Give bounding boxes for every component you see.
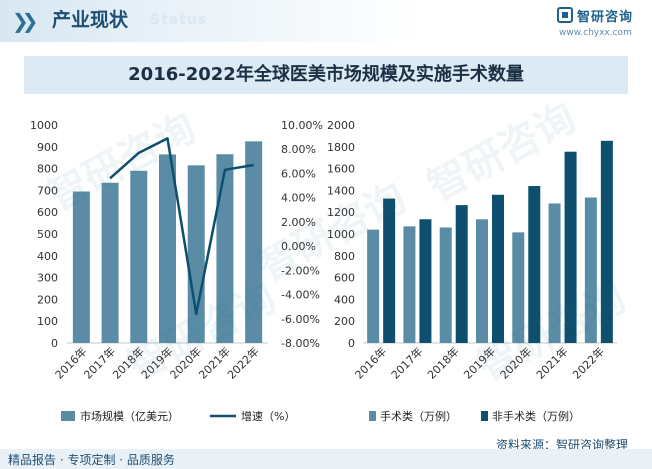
chart1-left-tick-label: 700 [37,184,58,197]
logo-url: www.chyxx.com [559,28,632,38]
chart2-y-tick-label: 1200 [327,206,355,219]
brand-logo: 智研咨询 www.chyxx.com [557,6,647,40]
chart2-bar-non-surgical [383,198,396,343]
chart2-y-tick-label: 1800 [327,141,355,154]
chart1-bar-market-size [101,182,119,343]
chart2-bar-surgical [584,197,597,343]
chart1-bar-market-size [245,141,263,343]
chart1-left-tick-label: 200 [37,293,58,306]
chart1-left-tick-label: 400 [37,250,58,263]
chart2-legend-non-surgical-label: 非手术类（万例） [492,409,580,423]
chart2-bar-surgical [512,232,525,343]
chart2-bar-surgical [476,219,488,343]
chart1-right-tick-label: 0.00% [281,240,316,253]
chart2-y-tick-label: 1400 [327,184,355,197]
logo-mark-icon [557,7,573,23]
chart1-right-tick-label: -8.00% [281,337,320,350]
chart2-bar-non-surgical [455,205,468,343]
chart1-legend-bar-swatch [61,411,75,421]
chart1-right-tick-label: 2.00% [281,216,316,229]
chart1-left-tick-label: 900 [37,141,58,154]
chart1-right-tick-label: 10.00% [281,119,323,132]
chart2-y-tick-label: 800 [334,250,355,263]
chart2-x-tick-label: 2020年 [497,344,534,381]
chart2-y-tick-label: 200 [334,315,355,328]
chart2-bar-surgical [403,226,416,343]
page-header: ❯❯ 产业现状 Status 智研咨询 www.chyxx.com [0,0,652,42]
chart2-y-tick-label: 0 [348,337,355,350]
chart1-right-tick-label: 6.00% [281,167,316,180]
chart1-legend-bar-label: 市场规模（亿美元） [80,409,179,423]
chart2-legend-surgical-swatch [369,411,376,421]
header-band [0,0,420,42]
chart2-bar-non-surgical [492,194,504,343]
chart1-x-tick-label: 2022年 [224,344,261,381]
chart2-bar-non-surgical [564,151,577,343]
chart1-left-tick-label: 600 [37,206,58,219]
chart2-y-tick-label: 400 [334,293,355,306]
chart2-bar-non-surgical [600,140,613,343]
chart2-y-tick-label: 1000 [327,228,355,241]
chart1-legend-line-label: 增速（%） [241,409,295,423]
chart2-bar-surgical [439,227,452,343]
chart2-x-tick-label: 2022年 [570,344,607,381]
chart1-bar-market-size [130,170,148,343]
chart1-growth-line [109,137,254,316]
chart1-left-tick-label: 800 [37,163,58,176]
chart1-right-tick-label: 4.00% [281,192,316,205]
chart2-y-tick-label: 2000 [327,119,355,132]
chart2-legend-surgical-label: 手术类（万例） [380,409,457,423]
chart2-legend-non-surgical-swatch [481,411,488,421]
chart1-left-tick-label: 300 [37,272,58,285]
chart1-bar-market-size [216,154,234,343]
chart2-x-tick-label: 2018年 [424,344,461,381]
chart2-y-tick-label: 1600 [327,163,355,176]
section-watermark-word: Status [150,12,208,28]
chart2-bar-surgical [367,229,380,343]
chart2-x-tick-label: 2021年 [533,344,570,381]
chart1-bar-market-size [159,154,176,343]
chart1-bar-market-size [187,165,205,343]
chart1-right-tick-label: 8.00% [281,143,316,156]
chart2-x-tick-label: 2016年 [352,344,389,381]
chart1-left-tick-label: 100 [37,315,58,328]
chart1-right-tick-label: -6.00% [281,313,320,326]
chart2-y-tick-label: 600 [334,272,355,285]
chart2-bar-non-surgical [419,219,432,343]
page-footer: 精品报告 · 专项定制 · 品质服务 [0,449,652,469]
footer-slogan: 精品报告 · 专项定制 · 品质服务 [8,453,175,467]
chart1-right-tick-label: -4.00% [281,289,320,302]
chart-title: 2016-2022年全球医美市场规模及实施手术数量 [24,56,628,94]
chart1-right-tick-label: -2.00% [281,264,320,277]
section-title: 产业现状 [52,9,129,31]
chart1-left-tick-label: 500 [37,228,58,241]
chart2-bar-surgical [548,203,561,343]
chart1-left-tick-label: 1000 [30,119,58,132]
chart1-left-tick-label: 0 [51,337,58,350]
chart2-x-tick-label: 2017年 [388,344,425,381]
source-note: 资料来源：智研咨询整理 [496,438,629,452]
logo-name: 智研咨询 [577,10,634,25]
chart1-bar-market-size [72,191,90,343]
chart2-bar-non-surgical [528,186,541,343]
chart2-x-tick-label: 2019年 [461,344,498,381]
